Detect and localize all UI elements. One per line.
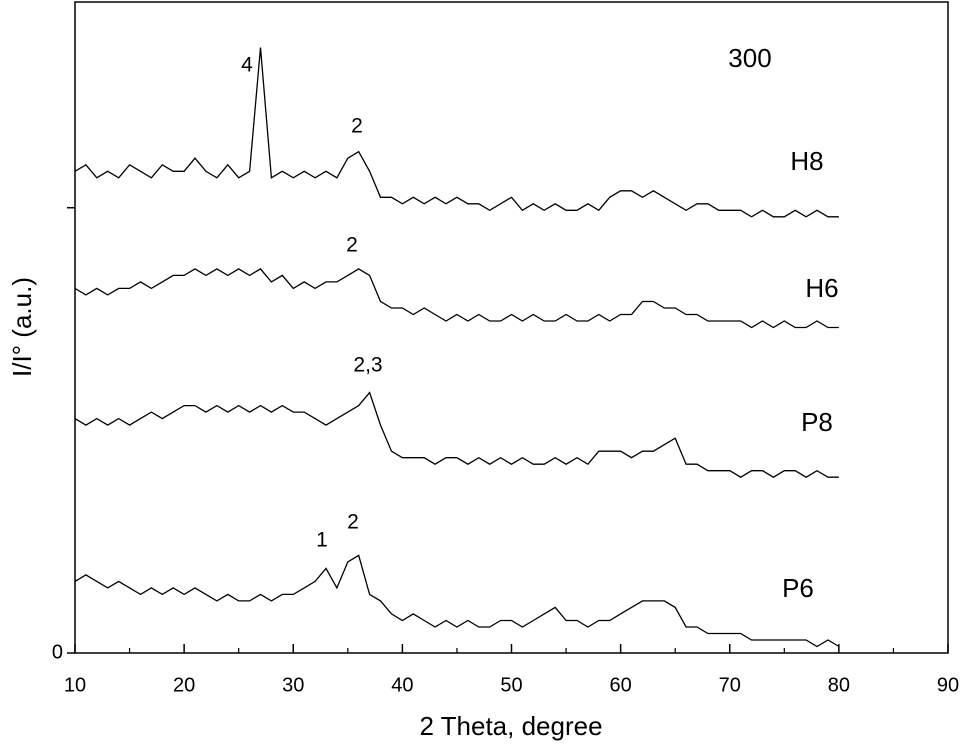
y-tick-label: 0 (52, 641, 63, 663)
x-tick-label: 60 (610, 674, 632, 696)
peak-annotation: 1 (316, 529, 328, 552)
series-label: P8 (801, 407, 833, 437)
x-tick-label: 50 (500, 674, 522, 696)
peak-annotation: 2 (346, 234, 358, 257)
x-tick-label: 40 (391, 674, 413, 696)
data-line (74, 47, 839, 218)
chart-title: 300 (728, 43, 771, 73)
data-line (74, 391, 839, 478)
peak-annotation: 2 (347, 511, 359, 534)
x-tick-label: 30 (282, 674, 304, 696)
x-tick-label: 80 (828, 674, 850, 696)
plot-frame (74, 1, 949, 654)
y-axis-label: I/I° (a.u.) (7, 277, 37, 377)
peak-annotation: 4 (241, 54, 253, 77)
data-line (74, 554, 840, 648)
data-line (74, 268, 839, 329)
x-tick-label: 90 (937, 674, 959, 696)
x-tick-label: 70 (719, 674, 741, 696)
x-tick-label: 10 (64, 674, 86, 696)
peak-annotation: 2,3 (353, 354, 382, 377)
series-label: H6 (805, 273, 838, 303)
x-axis-label: 2 Theta, degree (419, 711, 602, 741)
peak-annotation: 2 (351, 115, 363, 138)
series-label: H8 (790, 146, 823, 176)
x-tick-label: 20 (173, 674, 195, 696)
series-label: P6 (782, 573, 814, 603)
